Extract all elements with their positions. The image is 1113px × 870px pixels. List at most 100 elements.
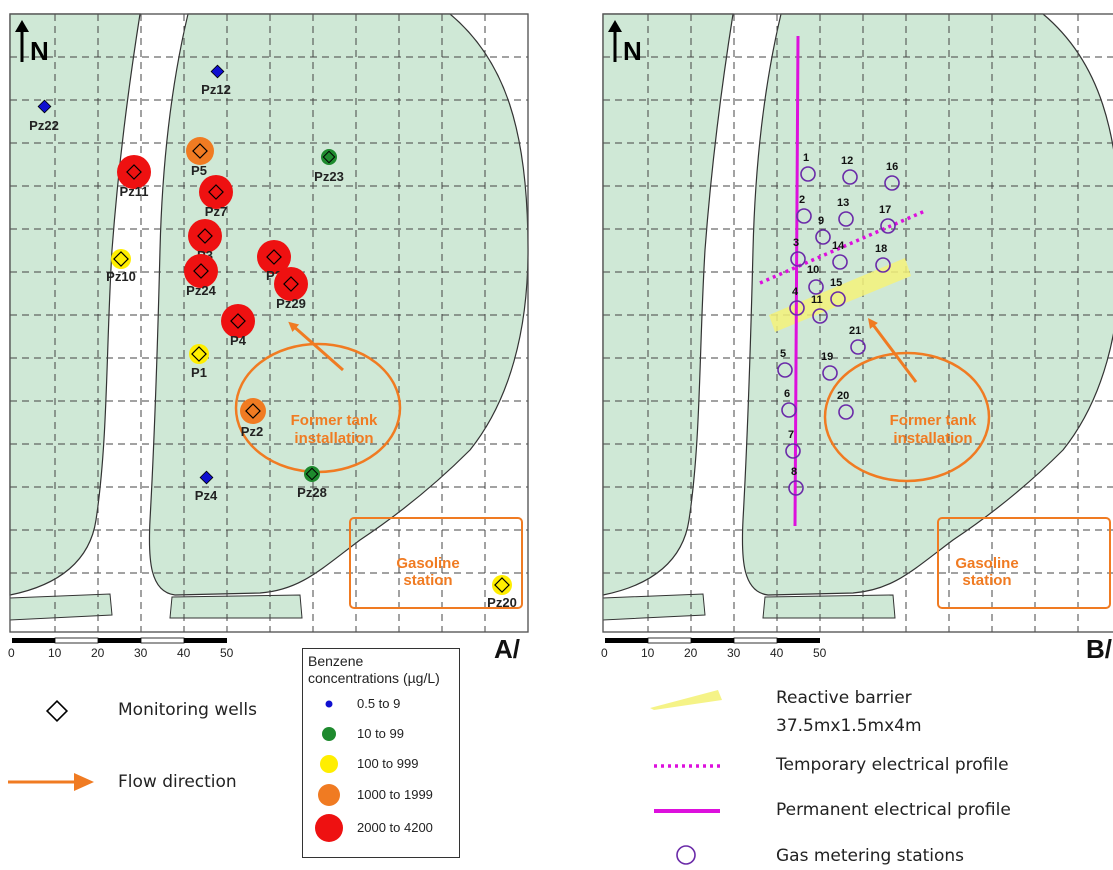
benzene-class-label: 2000 to 4200 bbox=[357, 820, 433, 835]
benzene-class-row: 2000 to 4200 bbox=[303, 814, 459, 842]
well-label-pz24: Pz24 bbox=[186, 283, 216, 298]
grid-lines bbox=[603, 14, 1113, 632]
former-tank-label-1: Former tank bbox=[890, 412, 977, 429]
well-marker-p5 bbox=[192, 143, 208, 159]
scale-tick: 10 bbox=[641, 646, 655, 660]
gas-station-11 bbox=[812, 308, 828, 324]
north-arrow: N bbox=[15, 20, 49, 66]
gas-metering-stations bbox=[777, 166, 900, 496]
gasoline-label-1: Gasoline bbox=[955, 555, 1018, 572]
concentration-circle-pz23 bbox=[321, 149, 337, 165]
gas-station-17 bbox=[880, 218, 896, 234]
flow-direction-arrow bbox=[868, 318, 918, 383]
reactive-barrier-label-2: 37.5mx1.5mx4m bbox=[776, 716, 922, 736]
concentration-circle-pz10 bbox=[111, 249, 131, 269]
legend-dot-green bbox=[322, 727, 336, 741]
gas-label: 3 bbox=[793, 237, 799, 249]
gas-station-9 bbox=[815, 229, 831, 245]
scale-tick: 50 bbox=[813, 646, 827, 660]
gas-station-19 bbox=[822, 365, 838, 381]
well-marker-pz24 bbox=[193, 263, 209, 279]
flow-direction-legend-icon bbox=[8, 773, 94, 791]
well-marker-p3 bbox=[197, 228, 213, 244]
gas-label: 14 bbox=[832, 240, 845, 252]
gas-station-2 bbox=[796, 208, 812, 224]
gas-station-3 bbox=[790, 251, 806, 267]
benzene-legend: Benzene concentrations (µg/L) 0.5 to 9 1… bbox=[302, 648, 460, 858]
well-label-p1: P1 bbox=[191, 365, 207, 380]
well-label-pz29: Pz29 bbox=[276, 296, 306, 311]
gas-label: 6 bbox=[784, 388, 790, 400]
map-panel-a: N Former tank installation Gasoline stat… bbox=[9, 13, 529, 644]
concentration-circle-pz2 bbox=[240, 398, 266, 424]
gas-label: 13 bbox=[837, 197, 849, 209]
gas-station-4 bbox=[789, 300, 805, 316]
well-marker-p2 bbox=[266, 249, 282, 265]
benzene-class-label: 0.5 to 9 bbox=[357, 696, 401, 711]
gas-station-5 bbox=[777, 362, 793, 378]
well-marker-pz12 bbox=[210, 64, 225, 79]
benzene-title-line1: Benzene bbox=[308, 653, 364, 669]
gasoline-station-box bbox=[349, 517, 523, 609]
concentration-circle-p1 bbox=[189, 344, 209, 364]
gasoline-station-box bbox=[937, 517, 1111, 609]
gas-label: 15 bbox=[830, 277, 842, 289]
permanent-profile-legend-icon bbox=[654, 809, 720, 813]
well-marker-pz10 bbox=[113, 251, 129, 267]
scale-tick: 40 bbox=[177, 646, 191, 660]
reactive-barrier-legend-icon bbox=[650, 690, 722, 710]
concentration-circle-p3 bbox=[188, 219, 222, 253]
well-label-pz28: Pz28 bbox=[297, 485, 327, 500]
north-arrow: N bbox=[608, 20, 642, 66]
green-strip-mid bbox=[169, 594, 303, 619]
gas-label: 7 bbox=[788, 429, 794, 441]
gas-label: 2 bbox=[799, 194, 805, 206]
flow-direction-arrow bbox=[288, 321, 344, 372]
well-marker-p4 bbox=[230, 313, 246, 329]
legend-dot-orange bbox=[318, 784, 340, 806]
gas-station-labels: 1 2 3 4 5 6 7 8 9 10 11 12 13 14 15 16 1… bbox=[780, 152, 898, 478]
scale-tick: 30 bbox=[134, 646, 148, 660]
gas-label: 11 bbox=[811, 294, 823, 306]
gas-station-12 bbox=[842, 169, 858, 185]
scale-tick: 10 bbox=[48, 646, 62, 660]
gas-station-7 bbox=[785, 443, 801, 459]
gas-station-10 bbox=[808, 279, 824, 295]
gas-station-15 bbox=[830, 291, 846, 307]
temporary-electrical-profile bbox=[759, 209, 926, 285]
well-label-pz22: Pz22 bbox=[29, 118, 59, 133]
green-strip-mid bbox=[762, 594, 896, 619]
north-label: N bbox=[623, 36, 642, 66]
benzene-title-line2: concentrations (µg/L) bbox=[308, 670, 440, 686]
benzene-class-label: 1000 to 1999 bbox=[357, 787, 433, 802]
well-marker-pz28 bbox=[305, 467, 319, 481]
gas-station-16 bbox=[884, 175, 900, 191]
well-label-pz7: Pz7 bbox=[205, 204, 227, 219]
gas-station-18 bbox=[875, 257, 891, 273]
scale-tick: 20 bbox=[91, 646, 105, 660]
benzene-class-label: 100 to 999 bbox=[357, 756, 419, 771]
monitoring-wells-legend-icon bbox=[45, 699, 69, 723]
gas-station-20 bbox=[838, 404, 854, 420]
reactive-barrier-label-1: Reactive barrier bbox=[776, 688, 912, 708]
well-marker-pz7 bbox=[208, 184, 224, 200]
well-marker-pz23 bbox=[322, 150, 336, 164]
gas-label: 12 bbox=[841, 155, 853, 167]
well-label-pz2: Pz2 bbox=[241, 424, 263, 439]
map-panel-b: N Former tank installation Gasoline stat… bbox=[602, 13, 1113, 644]
monitoring-wells-label: Monitoring wells bbox=[118, 700, 257, 720]
gas-label: 1 bbox=[803, 152, 809, 164]
gas-label: 19 bbox=[821, 351, 833, 363]
former-tank-label-2: installation bbox=[294, 430, 373, 447]
gas-label: 17 bbox=[879, 204, 891, 216]
gas-station-6 bbox=[781, 402, 797, 418]
permanent-profile-label: Permanent electrical profile bbox=[776, 800, 1011, 820]
well-label-pz10: Pz10 bbox=[106, 269, 136, 284]
concentration-circle-p4 bbox=[221, 304, 255, 338]
gasoline-label-2: station bbox=[403, 572, 452, 589]
gas-label: 4 bbox=[792, 286, 799, 298]
gas-metering-label: Gas metering stations bbox=[776, 846, 965, 866]
well-marker-pz4 bbox=[199, 470, 214, 485]
gas-label: 16 bbox=[886, 161, 898, 173]
former-tank-label-1: Former tank bbox=[291, 412, 378, 429]
